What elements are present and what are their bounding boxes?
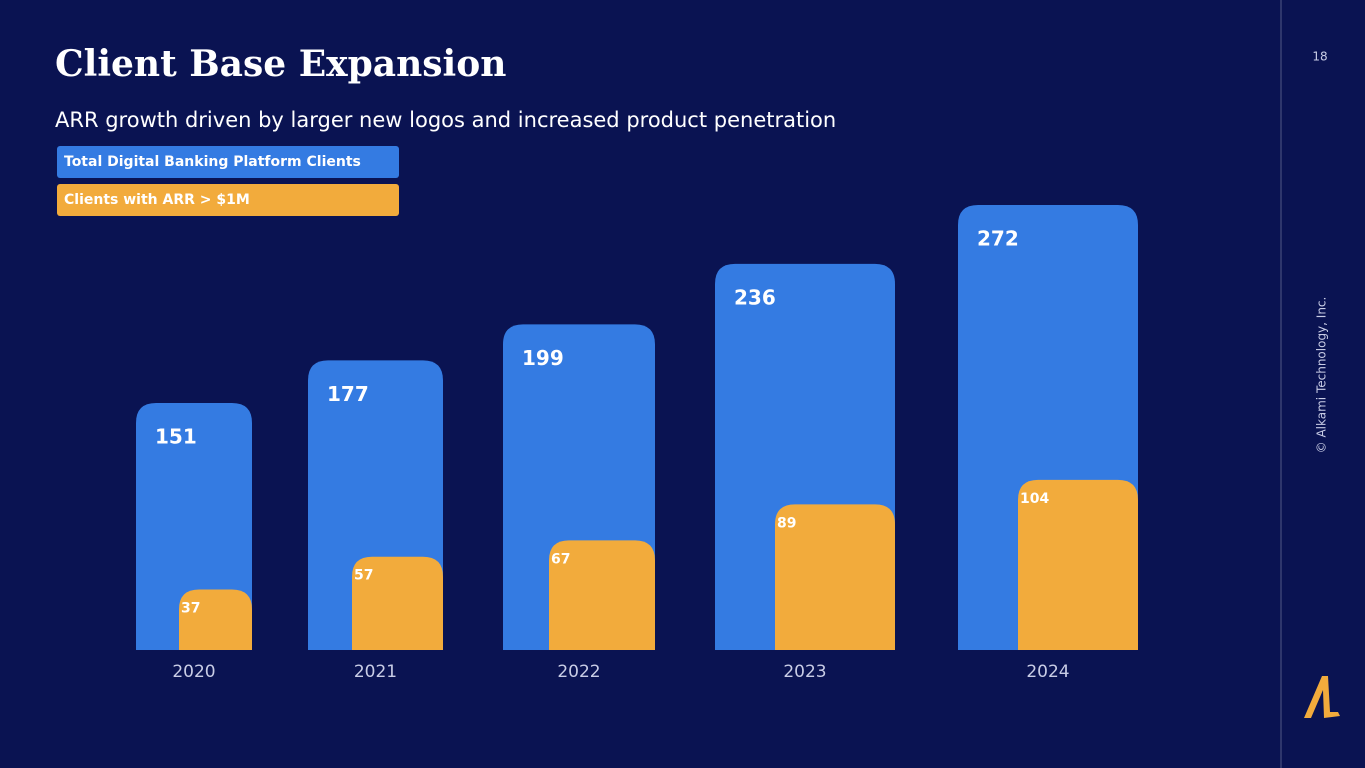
- legend: Total Digital Banking Platform Clients Cl…: [57, 146, 399, 216]
- bar: [352, 556, 443, 650]
- bar: [549, 540, 655, 650]
- chart-title: Client Base Expansion: [55, 43, 506, 85]
- value-label: 236: [734, 285, 776, 309]
- plot: 151 177 199 236 272 37 57 67 89 104 2020 2021 2022 20…: [136, 205, 1138, 682]
- footer: © Alkami Technology, Inc.: [1315, 297, 1329, 454]
- bar: [179, 589, 252, 650]
- value-label: 272: [977, 227, 1019, 251]
- value-label: 57: [354, 568, 373, 584]
- value-label: 151: [155, 424, 197, 448]
- value-label: 199: [522, 346, 564, 370]
- legend-swatch: [57, 146, 399, 178]
- x-tick-label: 2024: [1026, 662, 1069, 682]
- legend-label: Clients with ARR > $1M: [64, 192, 250, 208]
- x-tick-label: 2020: [172, 662, 215, 682]
- x-tick-label: 2023: [783, 662, 826, 682]
- x-tick-label: 2022: [557, 662, 600, 682]
- chart-subtitle: ARR growth driven by larger new logos an…: [55, 108, 836, 132]
- x-tick-label: 2021: [354, 662, 397, 682]
- bar: [136, 402, 252, 650]
- bar: [775, 504, 895, 650]
- value-label: 37: [181, 600, 200, 616]
- value-label: 177: [327, 382, 369, 406]
- legend-label: Total Digital Banking Platform Clients: [64, 154, 361, 170]
- logo: [1304, 676, 1340, 718]
- logo-mark: [1304, 676, 1340, 718]
- legend-swatch: [57, 184, 399, 216]
- value-label: 89: [777, 515, 796, 531]
- value-label: 104: [1020, 491, 1049, 507]
- value-label: 67: [551, 551, 570, 567]
- bar: [1018, 479, 1138, 650]
- page-number: 18: [1312, 50, 1327, 64]
